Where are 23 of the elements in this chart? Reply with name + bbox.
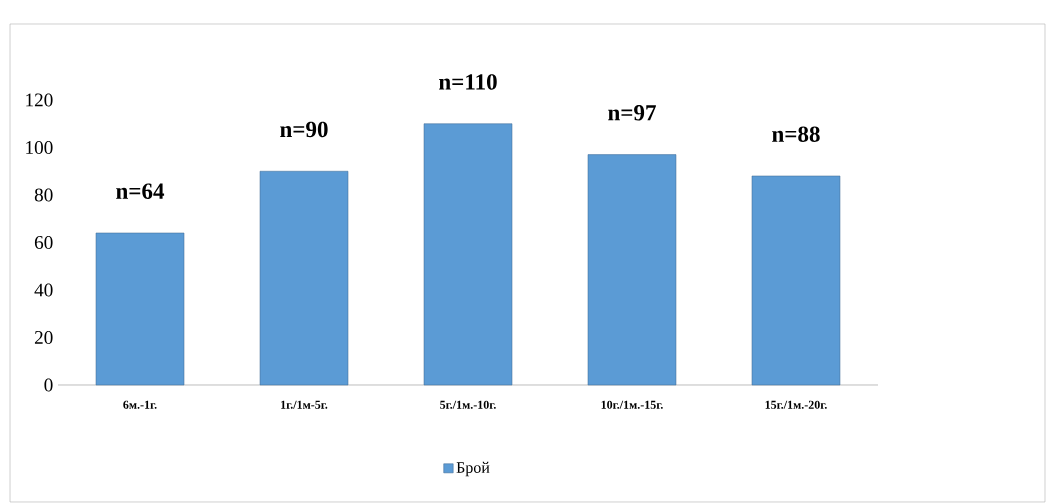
- bar: [587, 154, 677, 386]
- bar: [259, 170, 349, 386]
- data-label: n=88: [772, 126, 820, 142]
- y-tick-label: 120: [26, 93, 53, 107]
- x-tick-label: 6м.-1г.: [123, 400, 157, 409]
- bar: [423, 123, 513, 386]
- y-tick-label: 100: [26, 141, 53, 154]
- x-tick-label: 15г./1м.-20г.: [765, 400, 827, 409]
- data-label: n=97: [608, 105, 656, 121]
- x-tick-label: 10г./1м.-15г.: [601, 400, 663, 409]
- y-tick-label: 60: [34, 236, 53, 249]
- bar: [751, 175, 841, 386]
- y-tick-label: 0: [44, 378, 53, 392]
- y-tick-label: 80: [34, 188, 53, 202]
- y-tick-label: 20: [34, 331, 53, 344]
- bar: [95, 232, 185, 386]
- legend-label: Брой: [456, 461, 490, 477]
- x-tick-label: 5г./1м.-10г.: [440, 400, 496, 409]
- data-label: n=64: [116, 183, 165, 199]
- data-label: n=110: [439, 74, 497, 90]
- data-label: n=90: [280, 121, 328, 138]
- y-tick-label: 40: [34, 283, 53, 297]
- x-tick-label: 1г./1м-5г.: [281, 400, 328, 409]
